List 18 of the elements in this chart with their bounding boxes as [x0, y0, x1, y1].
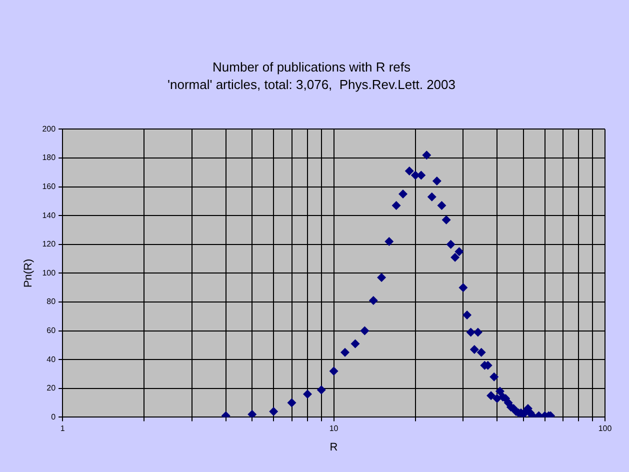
- y-tick-label: 140: [42, 210, 56, 220]
- x-axis-title: R: [330, 441, 338, 454]
- y-tick-label: 100: [42, 268, 56, 278]
- y-tick-label: 120: [42, 240, 56, 249]
- y-tick-label: 0: [51, 412, 56, 422]
- x-tick-label: 1: [60, 424, 66, 434]
- y-tick-label: 60: [46, 326, 56, 336]
- y-tick-label: 180: [42, 153, 56, 162]
- y-tick-label: 40: [46, 354, 56, 364]
- y-axis-title: Pn(R): [22, 258, 35, 288]
- x-tick-label: 10: [329, 424, 339, 434]
- y-tick-label: 20: [46, 384, 56, 393]
- y-tick-label: 160: [42, 182, 56, 192]
- y-tick-label: 80: [46, 297, 56, 306]
- chart-title: Number of publications with R refs: [212, 59, 411, 74]
- y-tick-label: 200: [42, 124, 56, 134]
- chart-subtitle: 'normal' articles, total: 3,076, Phys.Rev.Lett. 2003: [168, 76, 456, 92]
- x-tick-label: 100: [598, 424, 612, 434]
